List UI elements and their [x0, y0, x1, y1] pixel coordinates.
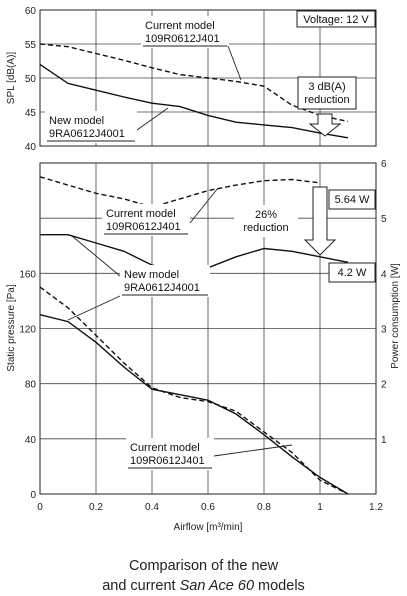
- pp-series-line-1: [39, 314, 349, 495]
- spl-y-tick-label-40: 40: [25, 142, 37, 153]
- annotation-box-val_current: [328, 189, 376, 210]
- spl-series-line-0: [39, 43, 349, 123]
- pw-reduction-arrow: [303, 186, 337, 256]
- pp-y-right-axis-label: Power consumption [W]: [390, 263, 401, 369]
- spl-panel: 40 45 50 55 60 SPL [dB(A)] Voltage: 12 V Curren…: [6, 6, 377, 153]
- caption-line-2-suffix: models: [254, 578, 305, 594]
- pr-current-pointer: [213, 444, 293, 457]
- annotation-box-val_new: [328, 262, 376, 283]
- pp-x-axis-label: Airflow [m³/min]: [174, 522, 243, 533]
- annotation-text-spl_reduction-1: reduction: [304, 94, 349, 106]
- annotation-text-pw_current-1: 109R0612J401: [106, 221, 181, 233]
- annotation-text-spl_new-0: New model: [49, 115, 104, 127]
- spl-y-tick-label-55: 55: [25, 40, 37, 51]
- pp-y-right-tick-label-4: 4: [381, 269, 387, 280]
- annotation-text-spl_new-1: 9RA0612J4001: [49, 128, 125, 140]
- pp-y-left-tick-label-40: 40: [25, 435, 37, 446]
- caption-line-2-italic: San Ace 60: [179, 578, 255, 594]
- pp-x-tick-label-0.4: 0.4: [145, 502, 159, 513]
- annotation-text-val_new-0: 4.2 W: [338, 267, 367, 279]
- caption-line-1: Comparison of the new: [128, 558, 279, 574]
- pp-series-line-0: [39, 286, 349, 495]
- pp-x-tick-label-0.8: 0.8: [257, 502, 271, 513]
- pp-y-left-tick-label-120: 120: [19, 325, 36, 336]
- annotation-bg-spl_current: [141, 16, 229, 48]
- annotation-text-pr_current-1: 109R0612J401: [130, 455, 205, 467]
- pp-y-right-tick-label-2: 2: [381, 380, 387, 391]
- pp-x-tick-label-0: 0: [37, 502, 43, 513]
- spl-current-pointer: [227, 45, 242, 81]
- pressure-power-panel: 1 2 3 4 5 6 0 40 80 120 160 0 0.2 0.4 0.6 0.8 1 1.2 Airflo…: [6, 159, 401, 533]
- pw-new-pointer-1: [71, 235, 121, 277]
- spl-y-axis-label: SPL [dB(A)]: [6, 52, 17, 105]
- annotation-text-val_current-0: 5.64 W: [335, 194, 370, 206]
- caption-line-2-prefix: and current: [102, 578, 180, 594]
- spl-y-tick-label-45: 45: [25, 108, 37, 119]
- annotation-text-pw_reduction-1: reduction: [243, 222, 288, 234]
- pp-y-left-tick-label-160: 160: [19, 269, 36, 280]
- pp-y-right-tick-label-6: 6: [381, 159, 387, 170]
- pp-y-right-tick-label-1: 1: [381, 435, 387, 446]
- pp-x-tick-label-0.2: 0.2: [89, 502, 103, 513]
- annotation-bg-spl_new: [45, 111, 137, 143]
- pp-series-line-2: [39, 176, 321, 208]
- annotation-text-pw_reduction-0: 26%: [255, 209, 277, 221]
- annotation-text-pr_current-0: Current model: [130, 442, 200, 454]
- annotation-bg-pw_current: [102, 204, 190, 236]
- annotation-text-spl_current-0: Current model: [145, 20, 215, 32]
- pp-y-right-tick-label-5: 5: [381, 214, 387, 225]
- pp-x-tick-label-1: 1: [317, 502, 323, 513]
- annotation-bg-pw_new: [120, 265, 210, 297]
- spl-reduction-arrow: [308, 113, 342, 137]
- caption: Comparison of the new and current San Ac…: [0, 556, 407, 596]
- annotation-bg-pw_reduction: [234, 205, 298, 237]
- annotation-box-spl_reduction: [297, 76, 357, 110]
- voltage-label-box: [296, 10, 376, 28]
- pp-x-tick-label-1.2: 1.2: [369, 502, 383, 513]
- pp-y-right-tick-label-3: 3: [381, 325, 387, 336]
- annotation-text-pw_new-1: 9RA0612J4001: [124, 282, 200, 294]
- pp-y-left-tick-label-0: 0: [30, 490, 36, 501]
- voltage-label: Voltage: 12 V: [296, 10, 376, 28]
- caption-line-2: and current San Ace 60 models: [0, 576, 407, 596]
- annotation-text-pw_current-0: Current model: [106, 208, 176, 220]
- annotation-text-spl_reduction-0: 3 dB(A): [308, 81, 345, 93]
- annotation-text-pw_new-0: New model: [124, 269, 179, 281]
- spl-series-line-1: [39, 63, 349, 139]
- annotation-bg-pr_current: [126, 438, 214, 470]
- pp-y-left-axis-label: Static pressure [Pa]: [6, 284, 17, 371]
- pp-x-tick-label-0.6: 0.6: [201, 502, 215, 513]
- annotation-text-spl_current-1: 109R0612J401: [145, 33, 220, 45]
- pp-y-left-tick-label-80: 80: [25, 380, 37, 391]
- pw-new-pointer-2: [67, 295, 121, 321]
- spl-new-pointer: [136, 107, 169, 131]
- spl-y-tick-label-60: 60: [25, 6, 37, 17]
- voltage-label-text: Voltage: 12 V: [303, 14, 369, 26]
- pw-current-pointer: [189, 187, 219, 224]
- spl-y-tick-label-50: 50: [25, 74, 37, 85]
